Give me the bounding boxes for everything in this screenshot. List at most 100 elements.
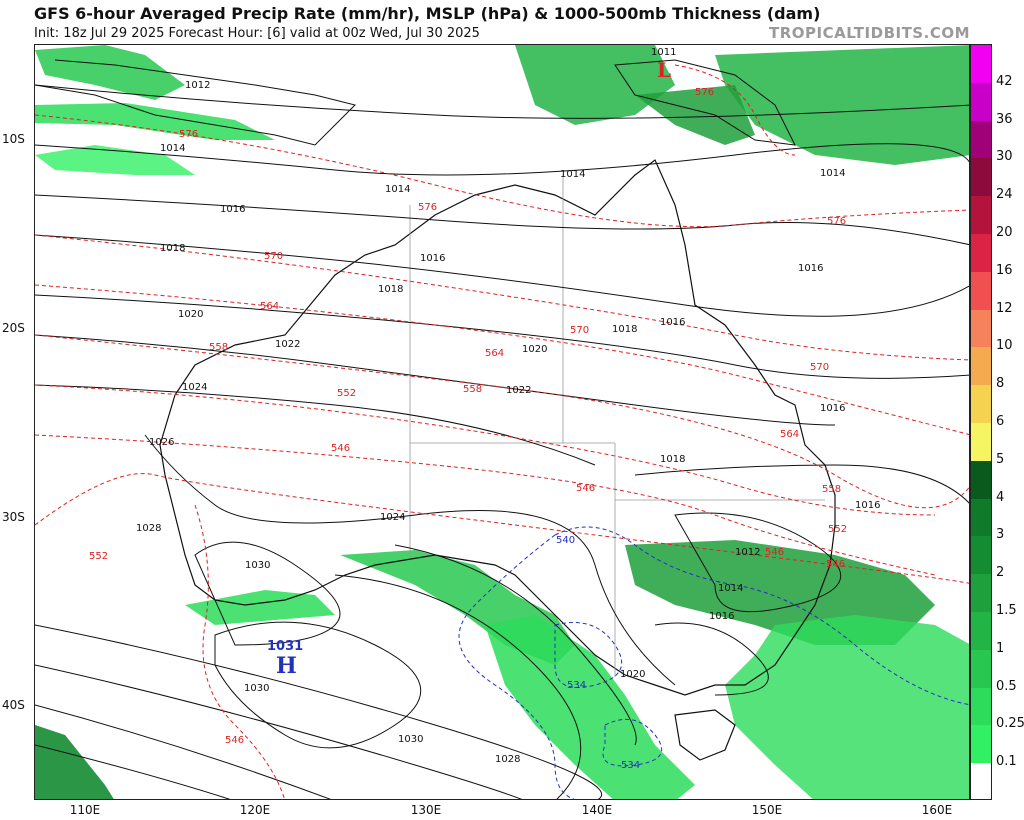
isobar-label: 1014 — [160, 143, 185, 154]
isobar-label: 1022 — [506, 385, 531, 396]
precip-area-png — [635, 85, 755, 145]
low-pressure-letter: L — [657, 58, 671, 82]
thickness-label: 552 — [828, 524, 847, 535]
isobar-label: 1011 — [651, 47, 676, 58]
precip-area-tasman — [725, 615, 969, 799]
colorbar-cell — [971, 687, 991, 726]
isobar-label: 1022 — [275, 339, 300, 350]
thickness-label: 564 — [485, 348, 504, 359]
colorbar-cell — [971, 649, 991, 689]
colorbar-cell — [971, 45, 991, 84]
precip-area-northeast — [715, 45, 969, 165]
isobar-label: 1028 — [136, 523, 161, 534]
thickness-label: 558 — [209, 342, 228, 353]
colorbar-label: 36 — [996, 111, 1013, 127]
colorbar-cell — [971, 460, 991, 500]
isobar-label: 1030 — [398, 734, 423, 745]
colorbar-label: 0.1 — [996, 754, 1017, 770]
colorbar-cell — [971, 120, 991, 159]
colorbar-label: 16 — [996, 262, 1013, 278]
isobar-label: 1018 — [660, 454, 685, 465]
thickness-label: 546 — [765, 547, 784, 558]
thickness-label: 546 — [826, 559, 845, 570]
lon-label-110e: 110E — [69, 803, 101, 817]
thickness-cold-contours — [458, 526, 969, 799]
thickness-label: 564 — [260, 301, 279, 312]
lon-label-160e: 160E — [921, 803, 953, 817]
australia-coastline — [159, 159, 836, 696]
thickness-label: 546 — [225, 735, 244, 746]
precip-area-southwest-ocean — [35, 725, 114, 799]
colorbar-label: 6 — [996, 414, 1005, 429]
lat-label-10s: 10S — [2, 132, 25, 146]
thickness-label: 570 — [264, 251, 283, 262]
weather-map: 1012 1014 1014 1014 1014 1016 1016 1016 … — [34, 44, 970, 800]
colorbar-label: 42 — [996, 73, 1013, 89]
isobar-label: 1012 — [735, 547, 760, 558]
isobar-label: 1026 — [149, 437, 174, 448]
colorbar-label: 10 — [996, 338, 1013, 354]
colorbar-label: 0.5 — [996, 678, 1017, 694]
colorbar-cell — [971, 271, 991, 311]
thickness-label: 576 — [179, 129, 198, 140]
colorbar-cell — [971, 347, 991, 386]
thickness-label: 546 — [331, 443, 350, 454]
isobar-label: 1020 — [178, 309, 203, 320]
colorbar-cell — [971, 725, 991, 764]
isobar-label: 1016 — [420, 253, 445, 264]
colorbar-cell — [971, 763, 991, 799]
map-subtitle: Init: 18z Jul 29 2025 Forecast Hour: [6]… — [34, 26, 480, 41]
thickness-label: 576 — [827, 216, 846, 227]
isobar-label: 1012 — [185, 80, 210, 91]
thickness-label: 576 — [695, 87, 714, 98]
colorbar-cell — [971, 309, 991, 348]
precip-area-north — [515, 45, 675, 125]
isobar-label: 1016 — [220, 204, 245, 215]
thickness-label: 552 — [89, 551, 108, 562]
colorbar-label: 20 — [996, 225, 1013, 240]
lon-label-150e: 150E — [751, 803, 783, 817]
isobar-label: 1014 — [560, 169, 585, 180]
isobar-label: 1016 — [709, 611, 734, 622]
isobar-label: 1020 — [620, 669, 645, 680]
thickness-contours — [35, 64, 969, 799]
colorbar-label: 0.25 — [996, 716, 1024, 732]
isobar-label: 1018 — [160, 243, 185, 254]
thickness-label: 558 — [822, 484, 841, 495]
state-borders — [409, 175, 825, 677]
thickness-label: 564 — [780, 429, 799, 440]
colorbar-label: 5 — [996, 451, 1005, 467]
isobar-label: 1030 — [245, 560, 270, 571]
colorbar-cell — [971, 196, 991, 235]
isobar-label: 1018 — [378, 284, 403, 295]
lat-label-40s: 40S — [2, 698, 25, 712]
precip-colorbar — [970, 44, 992, 800]
isobar-label: 1014 — [385, 184, 410, 195]
png-coastline — [614, 59, 796, 146]
colorbar-cell — [971, 158, 991, 197]
colorbar-cell — [971, 385, 991, 424]
isobar-label: 1016 — [798, 263, 823, 274]
cold-thickness-label: 534 — [567, 680, 586, 691]
precip-area-nw — [35, 45, 185, 100]
colorbar-cell — [971, 612, 991, 651]
lon-label-120e: 120E — [239, 803, 271, 817]
lat-label-20s: 20S — [2, 321, 25, 335]
thickness-label: 576 — [418, 202, 437, 213]
colorbar-cell — [971, 574, 991, 613]
tasmania-coastline — [674, 709, 736, 761]
isobar-label: 1016 — [855, 500, 880, 511]
lon-label-130e: 130E — [410, 803, 442, 817]
isobar-label: 1028 — [495, 754, 520, 765]
isobar-label: 1024 — [380, 512, 405, 523]
precip-areas — [35, 45, 969, 799]
colorbar-label: 2 — [996, 565, 1005, 581]
low-pressure-center: L — [657, 58, 671, 82]
precip-area-nw-band — [35, 103, 275, 140]
high-pressure-center: 1031 H — [267, 639, 303, 679]
colorbar-cell — [971, 82, 991, 122]
isobar-label: 1016 — [820, 403, 845, 414]
colorbar-label: 1 — [996, 640, 1005, 656]
thickness-label: 558 — [463, 384, 482, 395]
isobar-label: 1016 — [660, 317, 685, 328]
